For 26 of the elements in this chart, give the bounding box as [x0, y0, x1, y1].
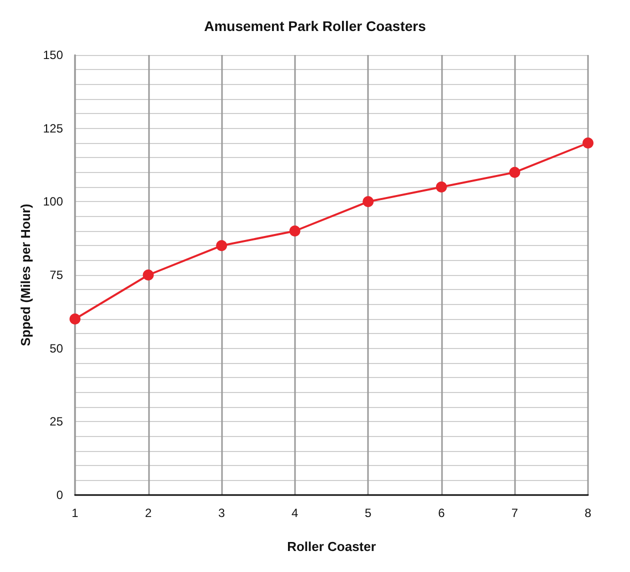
- y-tick-label: 50: [50, 341, 64, 356]
- point: [70, 314, 80, 324]
- point: [142, 270, 154, 280]
- point: [216, 240, 228, 252]
- x-tick-label: 1: [72, 506, 79, 520]
- x-tick-label: 5: [364, 506, 372, 520]
- x-tick-label: 6: [438, 506, 446, 520]
- x-tick-label: 4: [292, 506, 299, 520]
- y-tick-label: 100: [42, 194, 64, 209]
- point: [509, 166, 520, 178]
- y-tick-label: 0: [56, 488, 64, 502]
- x-tick-label: 3: [218, 506, 226, 520]
- point: [362, 196, 374, 208]
- point: [436, 182, 447, 192]
- y-tick-label: 125: [42, 121, 64, 136]
- point: [582, 138, 594, 148]
- point: [289, 226, 300, 236]
- x-axis-title: Roller Coaster: [287, 539, 376, 554]
- y-tick-label: 25: [50, 414, 64, 429]
- y-tick-label: 150: [42, 48, 64, 62]
- x-tick-label: 8: [584, 506, 592, 520]
- x-tick-label: 7: [511, 506, 518, 520]
- x-tick-label: 2: [144, 506, 152, 520]
- y-axis-title: Spped (Miles per Hour): [18, 204, 34, 346]
- y-tick-label: 75: [50, 268, 64, 282]
- chart-title: Amusement Park Roller Coasters: [204, 18, 426, 34]
